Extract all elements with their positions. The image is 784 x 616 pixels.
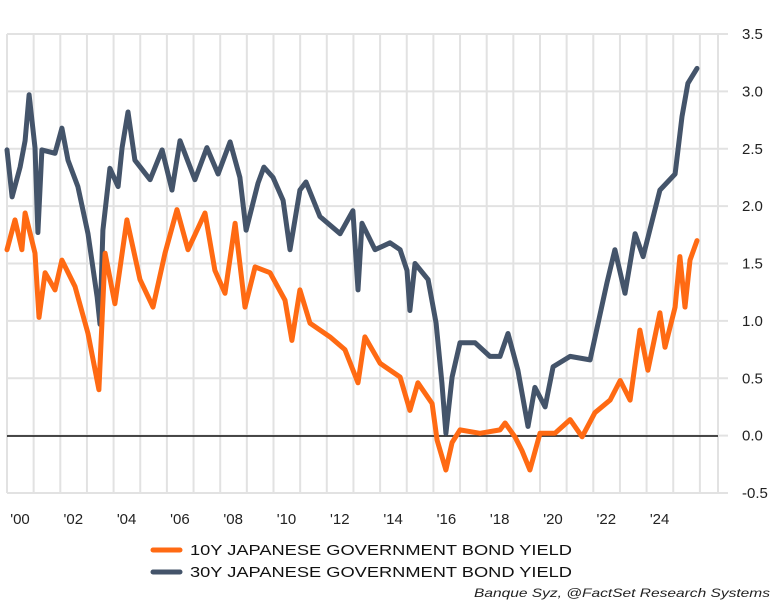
legend-item-30y: 30Y JAPANESE GOVERNMENT BOND YIELD	[150, 564, 572, 581]
x-tick-label: '06	[170, 511, 190, 528]
y-tick-label: 0.0	[742, 428, 763, 445]
x-tick-label: '16	[437, 511, 457, 528]
legend-item-10y: 10Y JAPANESE GOVERNMENT BOND YIELD	[150, 542, 572, 559]
legend-label-10y: 10Y JAPANESE GOVERNMENT BOND YIELD	[190, 542, 572, 559]
y-tick-label: 1.5	[742, 256, 763, 273]
x-tick-label: '22	[597, 511, 617, 528]
series-30y-line	[4, 65, 700, 436]
series-10y-line	[4, 207, 700, 473]
series-lines	[4, 65, 700, 473]
x-tick-label: '10	[277, 511, 297, 528]
y-tick-label: 3.5	[742, 26, 763, 43]
legend-label-30y: 30Y JAPANESE GOVERNMENT BOND YIELD	[190, 564, 572, 581]
y-tick-label: 0.5	[742, 370, 763, 387]
y-tick-label: 3.0	[742, 83, 763, 100]
x-tick-label: '08	[223, 511, 243, 528]
x-tick-label: '24	[650, 511, 670, 528]
x-axis-ticks: '00 '02 '04 '06 '08 '10 '12 '14 '16 '18 '20 '22 '24	[10, 511, 669, 528]
x-tick-label: '20	[543, 511, 563, 528]
source-note: Banque Syz, @FactSet Research Systems	[474, 586, 770, 600]
legend: 10Y JAPANESE GOVERNMENT BOND YIELD 30Y J…	[150, 542, 572, 581]
x-tick-label: '14	[383, 511, 403, 528]
x-tick-label: '18	[490, 511, 510, 528]
x-tick-label: '04	[117, 511, 137, 528]
y-tick-label: -0.5	[742, 485, 768, 502]
y-tick-label: 2.0	[742, 198, 763, 215]
x-tick-label: '02	[64, 511, 84, 528]
y-tick-label: 1.0	[742, 313, 763, 330]
y-tick-label: 2.5	[742, 141, 763, 158]
x-tick-label: '00	[10, 511, 30, 528]
y-axis-ticks: 3.5 3.0 2.5 2.0 1.5 1.0 0.5 0.0 -0.5	[742, 26, 768, 502]
x-tick-label: '12	[330, 511, 350, 528]
